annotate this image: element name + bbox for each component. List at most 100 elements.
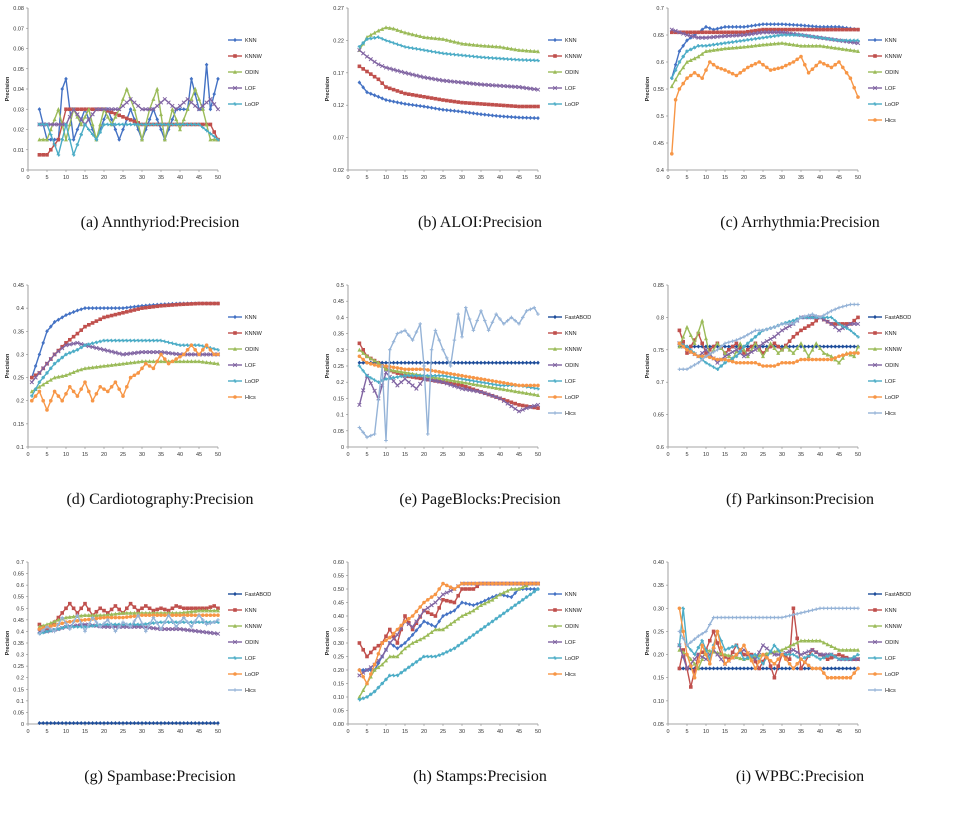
data-point (677, 30, 682, 35)
x-tick-label: 45 (516, 729, 522, 735)
data-point (121, 615, 125, 620)
data-point (384, 438, 388, 443)
data-point (837, 606, 841, 611)
y-tick-label: 0.25 (333, 364, 344, 370)
x-tick-label: 45 (196, 729, 202, 735)
data-point (64, 391, 68, 396)
data-point (459, 80, 465, 85)
data-point (505, 318, 510, 323)
data-point (395, 42, 400, 47)
data-point (433, 627, 438, 632)
data-point (365, 654, 369, 659)
data-point (139, 349, 145, 355)
data-point (852, 606, 856, 611)
data-point (159, 127, 163, 132)
data-point (757, 28, 761, 32)
series-line (678, 316, 858, 364)
data-point (532, 58, 536, 63)
data-point (414, 33, 419, 38)
data-point (490, 597, 495, 602)
legend-marker (553, 331, 557, 335)
data-point (505, 57, 510, 61)
data-point (677, 60, 682, 64)
data-point (829, 309, 834, 313)
data-point (368, 381, 373, 386)
data-point (829, 321, 834, 327)
data-point (132, 107, 137, 112)
data-point (437, 587, 441, 591)
data-point (460, 53, 464, 58)
data-point (56, 107, 61, 112)
data-point (528, 391, 533, 396)
data-point (746, 24, 750, 29)
data-point (414, 386, 419, 391)
panel-caption: (d) Cardiotography:Precision (66, 491, 254, 508)
data-point (784, 614, 788, 619)
data-point (75, 625, 80, 629)
data-point (204, 62, 209, 67)
legend-item: LOF (548, 639, 576, 646)
data-point (391, 99, 396, 104)
data-point (844, 47, 849, 52)
data-point (856, 666, 860, 671)
data-point (689, 344, 693, 349)
y-tick-label: 0.2 (16, 676, 24, 682)
data-point (475, 81, 480, 87)
legend-item: Hics (548, 672, 576, 678)
data-point (422, 104, 426, 109)
data-point (56, 394, 61, 398)
data-point (121, 306, 125, 311)
data-point (505, 84, 510, 89)
panel-caption: (f) Parkinson:Precision (726, 491, 874, 508)
data-point (471, 633, 476, 637)
data-point (787, 344, 792, 349)
data-point (822, 606, 826, 611)
data-point (516, 84, 522, 90)
data-point (502, 611, 506, 616)
data-point (753, 344, 758, 349)
data-point (707, 35, 712, 40)
data-point (414, 103, 419, 108)
data-point (422, 48, 426, 52)
data-point (742, 360, 746, 365)
data-point (524, 104, 529, 109)
data-point (799, 611, 803, 615)
data-point (83, 613, 87, 618)
data-point (113, 604, 118, 608)
data-point (708, 638, 712, 643)
data-point (90, 613, 95, 618)
data-point (456, 376, 460, 381)
data-point (490, 619, 495, 624)
data-point (155, 122, 159, 127)
data-point (708, 43, 712, 48)
data-point (689, 640, 693, 645)
data-point (486, 384, 491, 389)
data-point (445, 356, 449, 360)
data-point (741, 32, 747, 38)
data-point (41, 623, 46, 628)
data-point (98, 122, 103, 127)
data-point (795, 345, 800, 350)
x-tick-label: 0 (26, 452, 29, 458)
data-point (163, 620, 167, 624)
data-point (715, 629, 720, 634)
x-tick-label: 10 (383, 452, 389, 458)
data-point (90, 112, 95, 117)
data-point (719, 34, 724, 39)
chart-panel-h: 0.00 0.05 0.10 0.15 0.20 0.25 0.30 0.35 0.40 0.45… (320, 554, 640, 818)
data-point (98, 613, 103, 618)
data-point (429, 654, 434, 659)
x-tick-label: 50 (535, 729, 541, 735)
data-point (471, 375, 476, 380)
data-point (68, 351, 72, 355)
data-point (475, 376, 479, 381)
data-point (757, 60, 761, 64)
x-tick-label: 35 (798, 729, 804, 735)
data-point (532, 392, 537, 397)
data-point (696, 344, 701, 349)
data-point (467, 635, 472, 640)
data-point (810, 312, 815, 316)
x-tick-label: 15 (402, 452, 408, 458)
data-point (102, 315, 106, 320)
data-point (162, 96, 167, 102)
